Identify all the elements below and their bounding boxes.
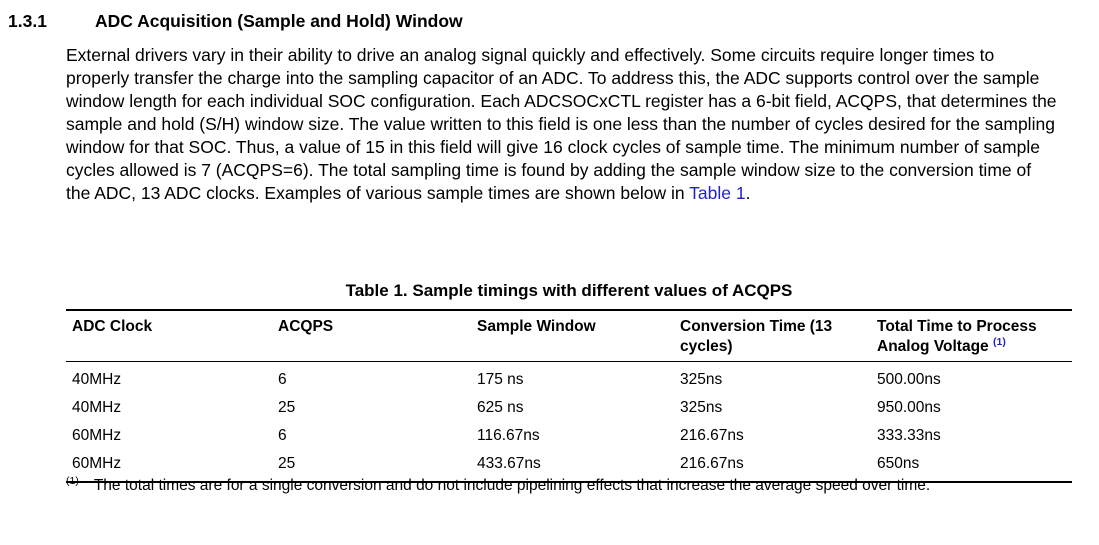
table-cell: 6	[278, 371, 287, 388]
table-cell: 625 ns	[477, 399, 524, 416]
header-total-time: Total Time to Process Analog Voltage (1)	[871, 309, 1072, 362]
section-number: 1.3.1	[8, 11, 47, 31]
section-heading: 1.3.1 ADC Acquisition (Sample and Hold) …	[8, 10, 463, 32]
footnote-text: The total times are for a single convers…	[93, 477, 931, 494]
table-cell: 433.67ns	[471, 446, 674, 483]
header-acqps: ACQPS	[272, 309, 471, 362]
header-adc-clock: ADC Clock	[66, 309, 272, 362]
table-cell: 40MHz	[72, 399, 122, 416]
table-cell: 216.67ns	[680, 427, 744, 444]
footnote-marker: (1)	[66, 474, 79, 487]
body-paragraph: External drivers vary in their ability t…	[66, 44, 1058, 205]
table-cell: 116.67ns	[477, 427, 540, 444]
paragraph-text: External drivers vary in their ability t…	[66, 45, 1057, 203]
table-cell: 333.33ns	[877, 427, 941, 444]
table-cell: 950.00ns	[877, 399, 941, 416]
table-cell: 40MHz	[72, 371, 122, 388]
table-cell: 325ns	[680, 371, 723, 388]
table-row: 40MHz 6 175 ns 325ns 500.00ns	[66, 362, 1072, 391]
header-total-time-label: Total Time to Process Analog Voltage	[877, 318, 1037, 355]
table-footnote: (1) The total times are for a single conv…	[66, 476, 1066, 495]
table-cell: 60MHz	[66, 446, 272, 483]
table-row: 40MHz 25 625 ns 325ns 950.00ns	[66, 390, 1072, 418]
section-title: ADC Acquisition (Sample and Hold) Window	[95, 11, 463, 31]
table-cell: 216.67ns	[674, 446, 871, 483]
table-cell: 500.00ns	[877, 371, 941, 388]
table-cell: 175 ns	[477, 371, 524, 388]
table-cell: 650ns	[871, 446, 1072, 483]
table-caption: Table 1. Sample timings with different v…	[345, 281, 793, 300]
sample-timing-table: ADC Clock ACQPS Sample Window Conversion…	[66, 309, 1072, 483]
table-row: 60MHz 6 116.67ns 216.67ns 333.33ns	[66, 418, 1072, 446]
table-cell: 25	[272, 446, 471, 483]
table-cell: 60MHz	[72, 427, 122, 444]
table-1-link[interactable]: Table 1	[689, 183, 746, 203]
table-cell: 25	[278, 399, 296, 416]
table-cell: 325ns	[680, 399, 723, 416]
paragraph-text-end: .	[745, 183, 751, 203]
header-conversion-time: Conversion Time (13 cycles)	[674, 309, 871, 362]
header-sample-window: Sample Window	[471, 309, 674, 362]
table-row: 60MHz 25 433.67ns 216.67ns 650ns	[66, 446, 1072, 483]
table-header-row: ADC Clock ACQPS Sample Window Conversion…	[66, 309, 1072, 362]
table-cell: 6	[278, 427, 287, 444]
footnote-reference-link[interactable]: (1)	[992, 335, 1006, 348]
